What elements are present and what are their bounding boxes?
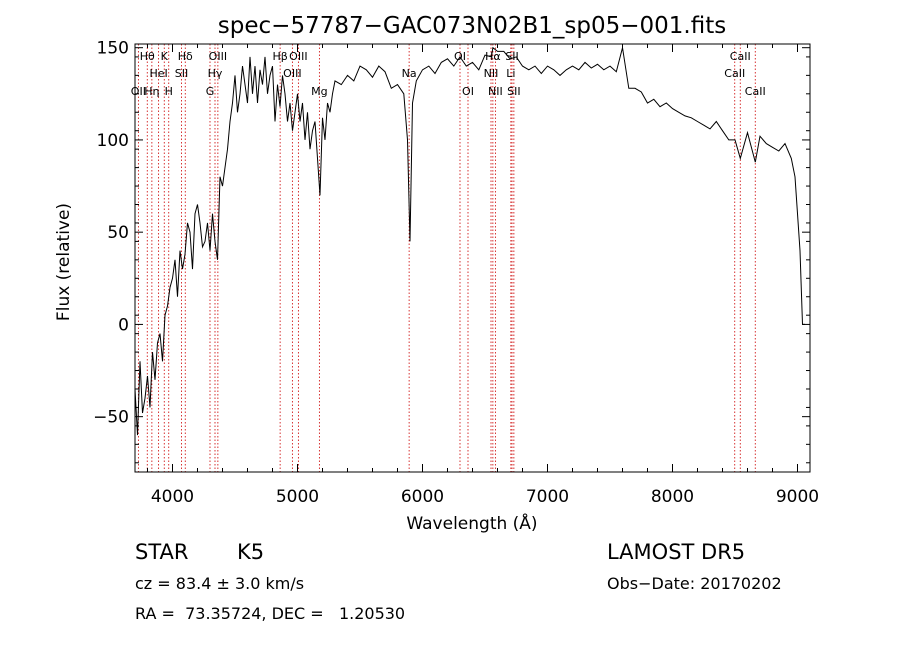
line-marker-label: Mg <box>311 85 327 98</box>
x-tick-label: 6000 <box>401 487 444 507</box>
line-marker-label: Hη <box>144 85 159 98</box>
y-tick-label: 0 <box>118 315 129 335</box>
y-axis-label: Flux (relative) <box>54 203 74 321</box>
y-axis-ticks: −50 0 50 100 150 <box>93 39 810 464</box>
x-tick-label: 8000 <box>651 487 694 507</box>
x-tick-label: 9000 <box>776 487 819 507</box>
line-marker-label: CaII <box>745 85 766 98</box>
line-marker-label: SII <box>175 67 188 80</box>
observation-date: Obs−Date: 20170202 <box>607 574 782 593</box>
x-tick-label: 7000 <box>526 487 569 507</box>
y-tick-label: 150 <box>97 39 129 59</box>
line-marker-label: OIII <box>283 67 301 80</box>
survey-name: LAMOST DR5 <box>607 540 746 564</box>
line-marker-label: OIII <box>289 50 307 63</box>
line-marker-label: Hα <box>485 50 501 63</box>
redshift-cz: cz = 83.4 ± 3.0 km/s <box>135 574 305 593</box>
spectral-line-markers <box>137 44 756 472</box>
y-tick-label: 100 <box>97 131 129 151</box>
x-axis-ticks: 4000 5000 6000 7000 8000 9000 <box>147 44 819 507</box>
line-marker-label: OI <box>462 85 474 98</box>
line-marker-label: K <box>161 50 169 63</box>
line-marker-label: G <box>206 85 215 98</box>
line-marker-label: NII <box>484 67 499 80</box>
spectrum-line <box>134 46 805 436</box>
line-marker-label: Li <box>506 67 515 80</box>
x-tick-label: 4000 <box>151 487 194 507</box>
line-marker-label: Hθ <box>140 50 155 63</box>
x-axis-label: Wavelength (Å) <box>406 512 537 534</box>
x-tick-label: 5000 <box>276 487 319 507</box>
coordinates: RA = 73.35724, DEC = 1.20530 <box>135 604 406 623</box>
line-marker-label: NII <box>488 85 503 98</box>
line-marker-label: Hβ <box>272 50 287 63</box>
line-marker-label: Hδ <box>178 50 193 63</box>
object-subclass: K5 <box>237 540 265 564</box>
line-marker-label: SII <box>507 85 520 98</box>
chart-title: spec−57787−GAC073N02B1_sp05−001.fits <box>218 13 726 39</box>
object-class: STAR <box>135 540 189 564</box>
line-marker-label: CaII <box>730 50 751 63</box>
line-marker-label: OIII <box>209 50 227 63</box>
line-marker-label: CaII <box>724 67 745 80</box>
line-marker-label: Na <box>402 67 417 80</box>
line-marker-label: HeI <box>149 67 167 80</box>
line-marker-label: SII <box>505 50 518 63</box>
line-marker-label: H <box>165 85 173 98</box>
plot-frame <box>134 43 811 473</box>
y-tick-label: 50 <box>107 223 129 243</box>
y-tick-label: −50 <box>93 408 129 428</box>
line-marker-label: Hγ <box>208 67 223 80</box>
